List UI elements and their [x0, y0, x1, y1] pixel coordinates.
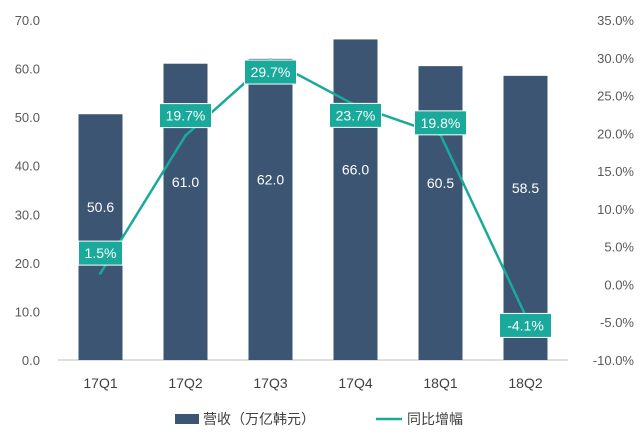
- line-data-label-box: [244, 59, 297, 85]
- left-tick-label: 30.0: [15, 207, 40, 222]
- legend: 营收（万亿韩元） 同比增幅: [175, 411, 463, 427]
- line-data-labels: 1.5% 19.7% 29.7% 23.7% 19.8% -4.1%: [78, 59, 552, 338]
- yoy-line: [99, 58, 527, 316]
- line-point: [184, 134, 187, 138]
- bar-data-labels: 50.6 61.0 62.0 66.0 60.5 58.5: [87, 162, 539, 215]
- line-data-label-box: [414, 110, 467, 136]
- right-tick-label: 10.0%: [597, 202, 634, 217]
- bar-data-label: 62.0: [257, 171, 284, 187]
- line-data-label-box: [159, 103, 212, 129]
- bar-data-label: 66.0: [342, 162, 369, 178]
- bar-series: [78, 39, 548, 361]
- left-tick-label: 70.0: [15, 13, 40, 28]
- line-data-label-box: [329, 102, 382, 128]
- right-tick-label: 0.0%: [604, 277, 634, 292]
- line-data-label: 23.7%: [336, 107, 376, 123]
- right-tick-label: 30.0%: [597, 51, 634, 66]
- line-data-label: -4.1%: [507, 317, 544, 333]
- line-data-label-box: [78, 240, 123, 266]
- line-point: [99, 271, 102, 275]
- right-tick-label: 35.0%: [597, 13, 634, 28]
- legend-bar-label: 营收（万亿韩元）: [203, 411, 315, 427]
- bar: [248, 58, 293, 360]
- right-axis: -10.0% -5.0% 0.0% 5.0% 10.0% 15.0% 20.0% 25.0% 3…: [593, 13, 635, 368]
- category-label: 17Q2: [168, 375, 202, 391]
- left-tick-label: 60.0: [15, 62, 40, 77]
- left-tick-label: 50.0: [15, 110, 40, 125]
- legend-line-label: 同比增幅: [407, 411, 463, 427]
- left-tick-label: 0.0: [22, 353, 40, 368]
- line-data-label: 1.5%: [85, 245, 117, 261]
- bar: [78, 114, 123, 360]
- left-tick-label: 40.0: [15, 159, 40, 174]
- legend-bar-swatch: [175, 414, 199, 424]
- line-data-label: 19.7%: [166, 108, 206, 124]
- bar-data-label: 50.6: [87, 199, 114, 215]
- right-tick-label: 25.0%: [597, 89, 634, 104]
- bar-data-label: 58.5: [512, 180, 539, 196]
- bar-data-label: 60.5: [427, 175, 454, 191]
- line-data-label-box: [499, 312, 552, 338]
- category-label: 17Q3: [253, 375, 287, 391]
- right-tick-label: -5.0%: [600, 315, 634, 330]
- right-tick-label: -10.0%: [593, 353, 635, 368]
- line-data-label: 19.8%: [421, 115, 461, 131]
- right-tick-label: 20.0%: [597, 126, 634, 141]
- bar: [418, 66, 463, 361]
- line-data-label: 29.7%: [251, 64, 291, 80]
- category-label: 18Q2: [508, 375, 542, 391]
- left-axis: 0.0 10.0 20.0 30.0 40.0 50.0 60.0 70.0: [15, 13, 40, 368]
- line-series: [99, 58, 527, 317]
- left-tick-label: 10.0: [15, 304, 40, 319]
- category-label: 17Q4: [338, 375, 372, 391]
- category-labels: 17Q1 17Q2 17Q3 17Q4 18Q1 18Q2: [83, 375, 542, 391]
- category-label: 17Q1: [83, 375, 117, 391]
- right-tick-label: 15.0%: [597, 164, 634, 179]
- bar: [333, 39, 378, 361]
- left-tick-label: 20.0: [15, 256, 40, 271]
- bar-data-label: 61.0: [172, 174, 199, 190]
- right-tick-label: 5.0%: [604, 240, 634, 255]
- category-label: 18Q1: [423, 375, 457, 391]
